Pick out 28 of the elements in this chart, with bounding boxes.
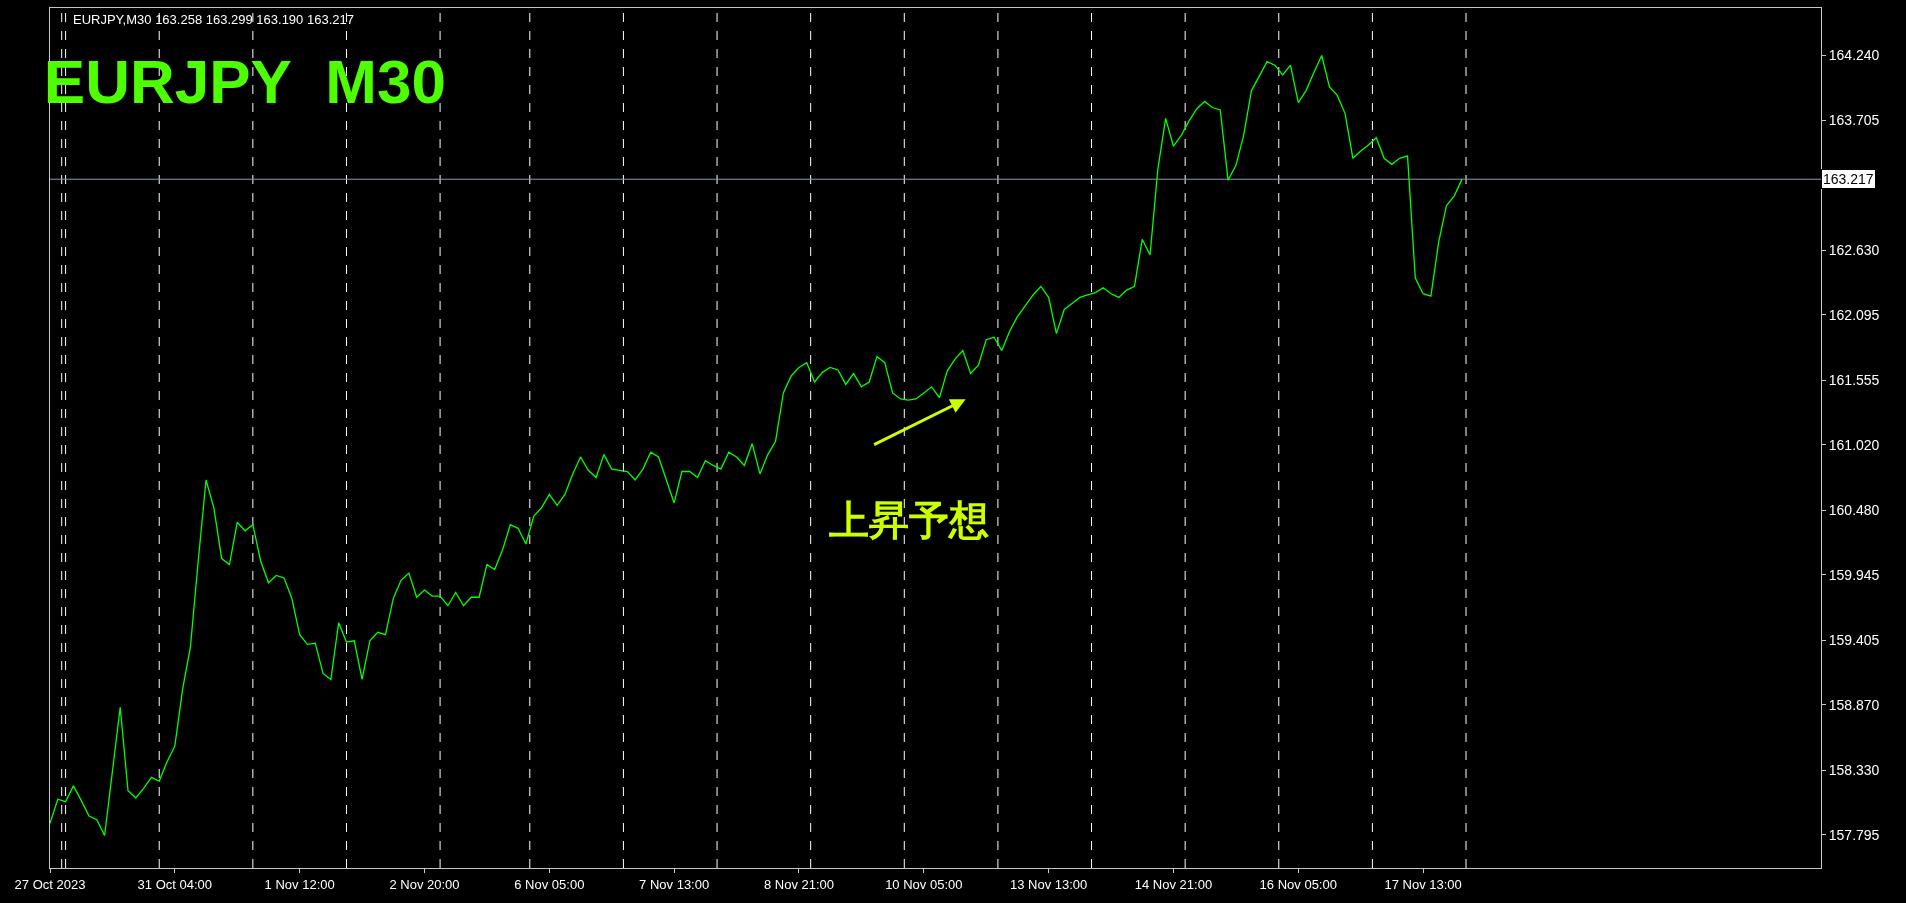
y-tick-label: 159.405: [1828, 632, 1880, 649]
y-tick-label: 162.630: [1828, 242, 1880, 259]
y-tick-label: 163.705: [1828, 112, 1880, 129]
x-tick-label: 16 Nov 05:00: [1259, 876, 1337, 892]
x-tick-label: 31 Oct 04:00: [137, 876, 213, 892]
x-tick-label: 1 Nov 12:00: [264, 876, 335, 892]
ref-line-label: 163.217: [1823, 171, 1874, 187]
y-tick-label: 161.555: [1828, 372, 1880, 389]
x-tick-label: 7 Nov 13:00: [639, 876, 710, 892]
x-tick-label: 8 Nov 21:00: [763, 876, 835, 892]
y-tick-label: 162.095: [1828, 306, 1880, 323]
y-tick-label: 159.945: [1828, 566, 1880, 583]
y-tick-label: 160.480: [1828, 502, 1880, 519]
annotation: 上昇予想: [829, 497, 989, 543]
y-tick-label: 158.330: [1828, 762, 1880, 779]
line-series: [50, 54, 1463, 837]
y-tick-label: 157.795: [1828, 826, 1880, 843]
x-tick-label: 10 Nov 05:00: [885, 876, 963, 892]
x-tick-label: 13 Nov 13:00: [1009, 876, 1088, 892]
x-tick-label: 2 Nov 20:00: [389, 876, 460, 892]
y-tick-label: 161.020: [1828, 436, 1880, 453]
annotation: EURJPY,M30 163.258 163.299 163.190 163.217: [73, 12, 354, 27]
y-tick-label: 164.240: [1828, 47, 1880, 64]
x-tick-label: 14 Nov 21:00: [1134, 876, 1213, 892]
y-tick-label: 158.870: [1828, 696, 1880, 713]
x-tick-label: 6 Nov 05:00: [514, 876, 585, 892]
x-tick-label: 17 Nov 13:00: [1384, 876, 1462, 892]
x-tick-label: 27 Oct 2023: [14, 876, 86, 892]
